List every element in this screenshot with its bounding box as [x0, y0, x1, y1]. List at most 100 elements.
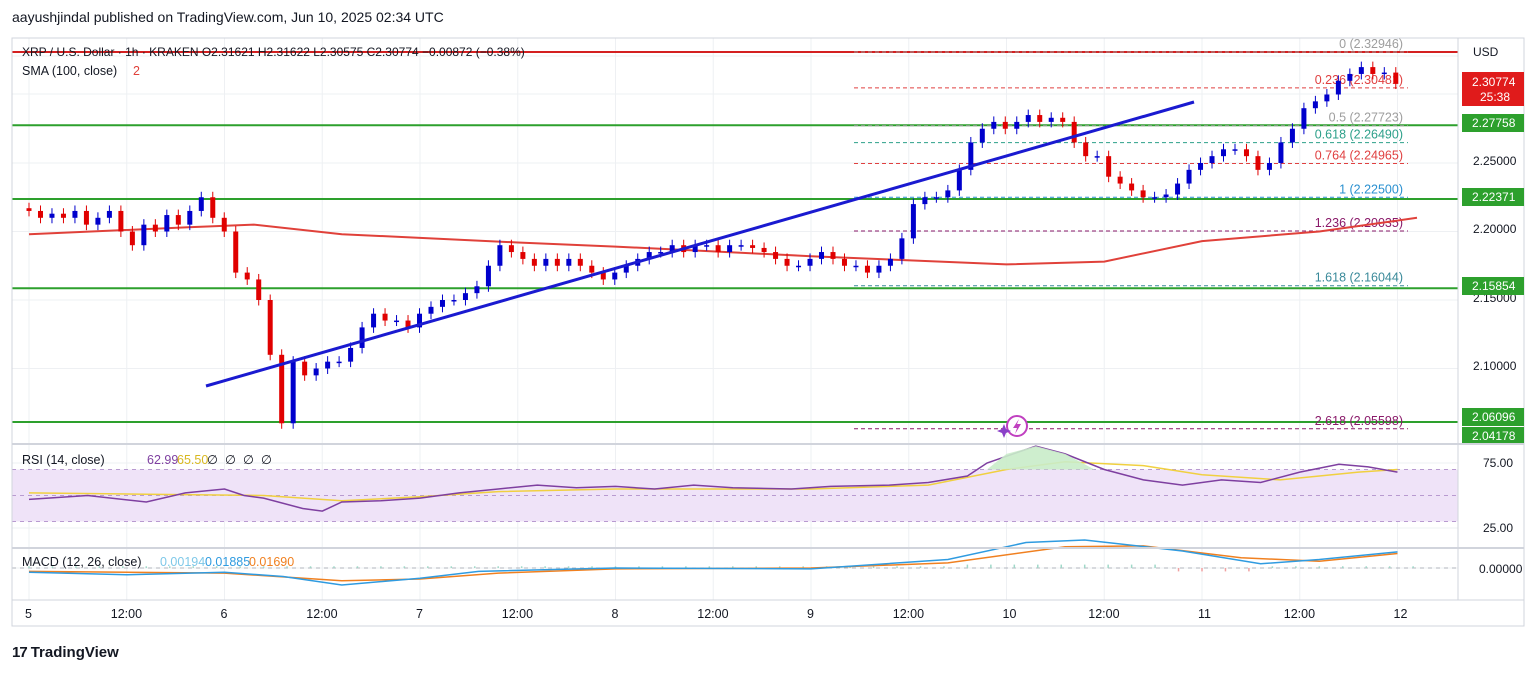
candle-body [290, 361, 296, 424]
sma-100-line [28, 216, 1418, 266]
candle-body [796, 265, 802, 268]
candle-body [819, 252, 825, 259]
macd-legend-macd: 0.01885 [205, 555, 250, 569]
level-badge [1462, 408, 1524, 426]
fib-label: 0.236 (2.30481) [1315, 73, 1403, 87]
chart-frame [11, 37, 1525, 627]
candle-body [1393, 72, 1399, 84]
panel-dividers [11, 37, 1525, 627]
macd-line [28, 539, 1398, 586]
flash-icon[interactable] [1006, 415, 1028, 437]
candle-body [899, 238, 905, 259]
countdown-value: 25:38 [1480, 90, 1510, 104]
level-badge [1462, 114, 1524, 132]
candle-body [60, 213, 66, 218]
candle-body [761, 247, 767, 253]
candle-body [106, 210, 112, 218]
candle-body [95, 217, 101, 225]
candle-body [187, 210, 193, 225]
level-badge-value: 2.22371 [1472, 190, 1516, 204]
candle-body [1106, 156, 1112, 177]
time-label: 8 [612, 607, 619, 621]
candle-body [623, 265, 629, 273]
candle-body [658, 252, 664, 254]
time-label: 7 [416, 607, 423, 621]
rsi-legend-extra-3: ∅ [243, 453, 254, 467]
candle-body [933, 197, 939, 199]
time-label: 11 [1198, 607, 1211, 621]
candle-body [244, 272, 250, 280]
candle-body [1312, 101, 1318, 109]
candle-body [727, 245, 733, 253]
candle-body [1347, 73, 1353, 81]
candle-body [1163, 194, 1169, 198]
level-badge [1462, 427, 1524, 443]
candle-body [1381, 72, 1387, 75]
candle-body [1037, 115, 1043, 122]
candle-body [1140, 190, 1146, 198]
level-badge-value: 2.06096 [1472, 410, 1516, 424]
candle-body [876, 265, 882, 273]
tradingview-mark-icon: 17 [12, 644, 28, 661]
candle-body [887, 258, 893, 266]
current-price-value: 2.30774 [1472, 75, 1516, 89]
candle-body [1129, 183, 1135, 191]
candle-body [1232, 149, 1238, 151]
candle-body [1243, 149, 1249, 157]
time-label: 9 [807, 607, 814, 621]
candle-body [853, 265, 859, 268]
candle-body [256, 279, 262, 300]
candle-body [198, 197, 204, 211]
time-label: 12:00 [1088, 607, 1119, 621]
candle-body [1094, 156, 1100, 158]
rsi-legend-value: 62.99 [147, 453, 178, 467]
candle-body [612, 272, 618, 280]
fib-label: 0.618 (2.26490) [1315, 128, 1403, 142]
candle-body [508, 245, 514, 253]
candle-body [864, 265, 870, 273]
candle-body [646, 252, 652, 259]
fibonacci-retracement: 0 (2.32946) 0.236 (2.30481) 0.5 (2.27723) 0… [854, 37, 1408, 430]
candle-body [600, 272, 606, 280]
candle-body [405, 320, 411, 328]
symbol-legend: XRP / U.S. Dollar · 1h · KRAKEN O2.31621… [22, 45, 525, 59]
rsi-legend-label: RSI (14, close) [22, 453, 105, 467]
candle-body [543, 258, 549, 266]
price-tick: 2.10000 [1473, 359, 1517, 373]
currency-label: USD [1473, 45, 1499, 59]
fib-label: 1 (2.22500) [1339, 182, 1403, 196]
tradingview-logo[interactable]: 17 TradingView [12, 644, 119, 661]
candle-body [428, 306, 434, 314]
rsi-line [28, 445, 1398, 512]
time-label: 12:00 [893, 607, 924, 621]
candle-body [497, 245, 503, 266]
level-badge-value: 2.04178 [1472, 429, 1516, 443]
sma-line [28, 216, 1418, 266]
time-label: 5 [25, 607, 32, 621]
candle-body [382, 313, 388, 321]
rsi-tick: 25.00 [1483, 521, 1513, 535]
rsi-legend-ma: 65.50 [177, 453, 208, 467]
candle-body [715, 245, 721, 253]
price-tick: 2.20000 [1473, 222, 1517, 236]
level-badge [1462, 277, 1524, 295]
candle-body [1289, 128, 1295, 143]
candle-body [784, 258, 790, 266]
candle-body [841, 258, 847, 266]
candle-body [956, 169, 962, 191]
candle-body [83, 210, 89, 225]
candle-body [945, 190, 951, 198]
macd-signal-line [28, 545, 1398, 582]
candle-body [152, 224, 158, 232]
candle-body [474, 286, 480, 294]
candle-body [462, 293, 468, 300]
candle-body [1278, 142, 1284, 163]
candle-body [589, 265, 595, 273]
macd-lines [28, 539, 1414, 586]
level-badge-value: 2.15854 [1472, 279, 1516, 293]
rsi-band [12, 469, 1458, 569]
price-tick: 2.25000 [1473, 154, 1517, 168]
sparkle-icon [997, 424, 1011, 438]
candle-body [1175, 183, 1181, 195]
